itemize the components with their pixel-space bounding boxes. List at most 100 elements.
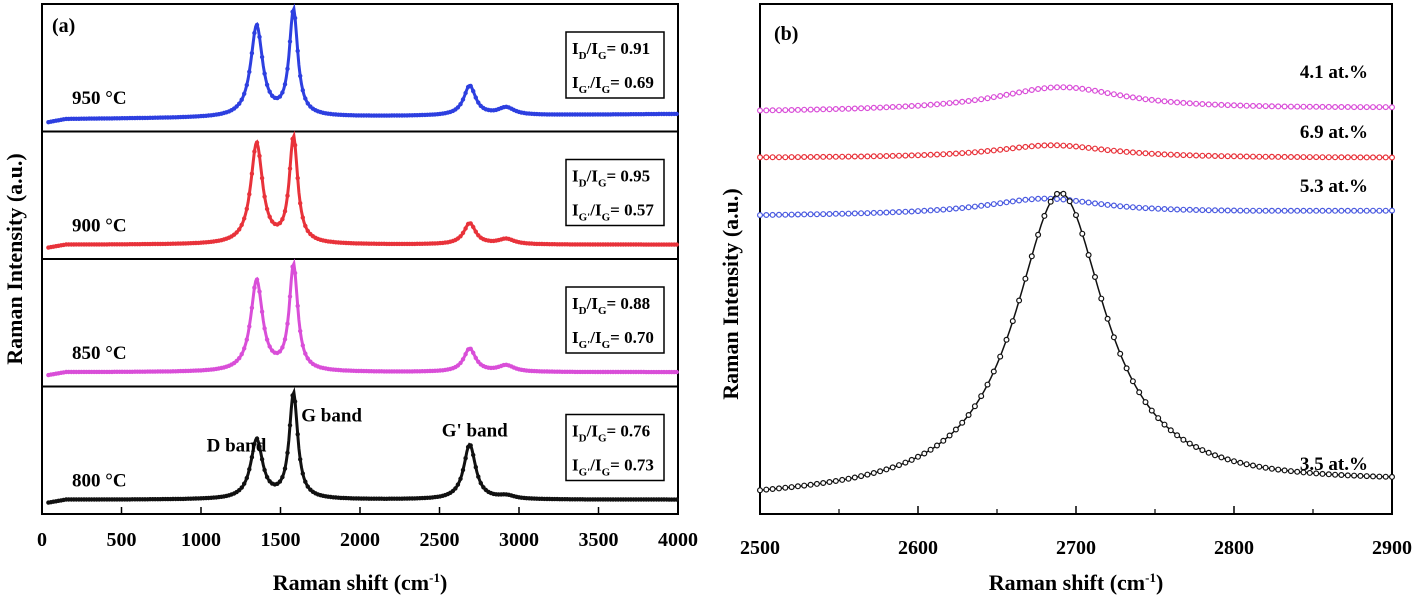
- b-spectrum-point: [1306, 154, 1313, 161]
- spectrum-point: [471, 88, 476, 94]
- b-spectrum-point: [1319, 207, 1326, 214]
- b-spectrum-point: [1009, 90, 1016, 97]
- b-spectrum-point: [763, 212, 770, 219]
- b-spectrum-point: [1230, 207, 1237, 214]
- b-spectrum-point: [1136, 389, 1143, 396]
- b-spectrum-point: [1268, 103, 1275, 110]
- concentration-label: 6.9 at.%: [1300, 122, 1368, 143]
- spectrum-point: [290, 264, 295, 269]
- b-spectrum-point: [1193, 444, 1200, 451]
- b-spectrum-point: [1363, 207, 1370, 214]
- spectrum-point: [262, 467, 267, 473]
- b-spectrum-point: [775, 485, 782, 492]
- spectrum-point: [298, 201, 303, 206]
- b-spectrum-point: [978, 148, 985, 155]
- spectrum-point: [303, 479, 308, 484]
- spectrum-point: [257, 153, 262, 159]
- ratio-text: IG'/IG= 0.57: [572, 201, 654, 224]
- b-spectrum-0: [756, 84, 1395, 114]
- b-spectrum-point: [895, 209, 902, 216]
- spectrum-point: [468, 83, 473, 89]
- panel-a-xlabel: Raman shift (cm-1): [273, 570, 448, 595]
- b-spectrum-point: [1186, 152, 1193, 159]
- b-spectrum-point: [1041, 195, 1048, 202]
- b-spectrum-point: [1104, 147, 1111, 154]
- panel-a: (a) Raman Intensity (a.u.) Raman shift (…: [2, 3, 698, 595]
- panel-b-ylabel: Raman Intensity (a.u.): [718, 188, 743, 399]
- b-spectrum-point: [883, 153, 890, 160]
- b-spectrum-point: [1022, 196, 1029, 203]
- b-spectrum-point: [946, 150, 953, 157]
- b-spectrum-point: [870, 153, 877, 160]
- temperature-label: 900 °C: [72, 216, 127, 237]
- b-spectrum-point: [851, 153, 858, 160]
- b-spectrum-point: [902, 208, 909, 215]
- b-spectrum-point: [782, 484, 789, 491]
- spectrum-point: [234, 230, 239, 235]
- b-spectrum-point: [1003, 91, 1010, 98]
- b-spectrum-point: [908, 152, 915, 159]
- b-spectrum-point: [1053, 190, 1060, 197]
- b-spectrum-point: [895, 152, 902, 159]
- spectrum-point: [282, 466, 288, 471]
- b-spectrum-point: [1357, 104, 1364, 111]
- b-spectrum-point: [1268, 465, 1275, 472]
- b-spectrum-point: [1180, 436, 1187, 443]
- b-spectrum-point: [1174, 99, 1181, 106]
- b-spectrum-point: [832, 478, 839, 485]
- b-spectrum-point: [1180, 206, 1187, 213]
- concentration-label: 3.5 at.%: [1300, 454, 1368, 475]
- spectrum-point: [476, 474, 481, 479]
- spectrum-point: [254, 277, 260, 282]
- b-spectrum-point: [1186, 100, 1193, 107]
- b-spectrum-point: [940, 437, 947, 444]
- b-spectrum-point: [1174, 432, 1181, 439]
- b-spectrum-point: [794, 211, 801, 218]
- b-spectrum-point: [1129, 149, 1136, 156]
- b-spectrum-point: [1344, 472, 1351, 479]
- b-spectrum-point: [1357, 472, 1364, 479]
- spectrum-point: [300, 88, 305, 93]
- b-spectrum-point: [813, 106, 820, 113]
- b-spectrum-point: [940, 151, 947, 158]
- b-spectrum-point: [1060, 142, 1067, 149]
- b-spectrum-point: [1041, 212, 1048, 219]
- b-spectrum-point: [1193, 100, 1200, 107]
- b-spectrum-point: [1249, 153, 1256, 160]
- b-spectrum-point: [1098, 295, 1105, 302]
- b-spectrum-point: [1224, 207, 1231, 214]
- spectrum-point: [295, 432, 300, 437]
- b-spectrum-point: [1117, 92, 1124, 99]
- panel-a-label: (a): [52, 15, 75, 37]
- spectrum-point: [237, 356, 242, 361]
- b-spectrum-point: [1136, 149, 1143, 156]
- b-spectrum-point: [756, 107, 763, 114]
- b-spectrum-point: [1148, 150, 1155, 157]
- b-spectrum-point: [1110, 91, 1117, 98]
- b-spectrum-point: [1117, 203, 1124, 210]
- spectrum-point: [254, 436, 260, 441]
- spectrum-3: [46, 386, 679, 505]
- b-spectrum-point: [1300, 207, 1307, 214]
- b-spectrum-point: [769, 107, 776, 114]
- b-spectrum-point: [1332, 154, 1339, 161]
- spectrum-point: [237, 227, 242, 232]
- b-spectrum-point: [845, 210, 852, 217]
- b-spectrum-point: [1066, 198, 1073, 205]
- spectrum-point: [259, 309, 265, 314]
- b-spectrum-point: [978, 202, 985, 209]
- b-spectrum-point: [1211, 452, 1218, 459]
- b-spectrum-point: [965, 412, 972, 419]
- spectrum-point: [458, 476, 463, 481]
- b-spectrum-point: [1072, 212, 1079, 219]
- b-spectrum-point: [1142, 150, 1149, 157]
- b-spectrum-point: [1388, 154, 1395, 161]
- b-spectrum-point: [763, 486, 770, 493]
- b-spectrum-3: [756, 190, 1395, 494]
- b-spectrum-point: [984, 148, 991, 155]
- b-spectrum-point: [1275, 103, 1282, 110]
- ratio-box: [565, 158, 665, 227]
- b-spectrum-point: [1313, 154, 1320, 161]
- spectrum-point: [249, 305, 255, 310]
